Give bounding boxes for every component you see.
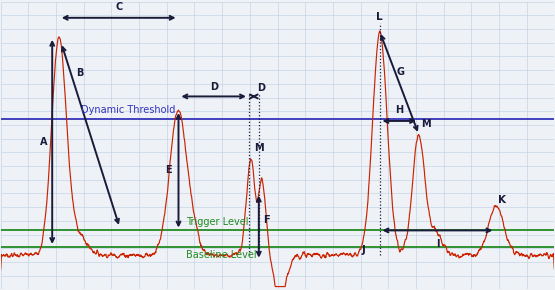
- Text: M: M: [421, 119, 430, 129]
- Text: L: L: [376, 12, 383, 22]
- Text: E: E: [165, 165, 172, 175]
- Text: C: C: [115, 2, 122, 12]
- Text: G: G: [397, 67, 405, 77]
- Text: K: K: [498, 195, 506, 205]
- Text: A: A: [40, 137, 48, 147]
- Text: H: H: [395, 105, 403, 115]
- Text: M: M: [255, 143, 264, 153]
- Text: Trigger Level: Trigger Level: [186, 218, 249, 227]
- Text: I: I: [436, 239, 439, 249]
- Text: D: D: [210, 82, 218, 92]
- Text: D: D: [258, 83, 266, 93]
- Text: Dynamic Threshold: Dynamic Threshold: [81, 105, 175, 115]
- Text: J: J: [361, 244, 365, 255]
- Text: B: B: [76, 68, 84, 78]
- Text: Baseline Level: Baseline Level: [186, 250, 257, 260]
- Text: F: F: [263, 215, 269, 225]
